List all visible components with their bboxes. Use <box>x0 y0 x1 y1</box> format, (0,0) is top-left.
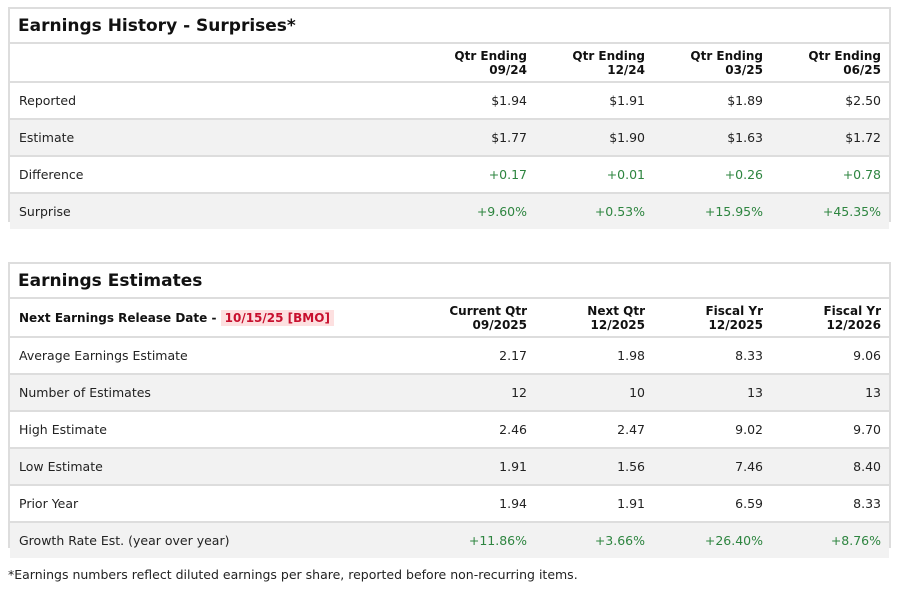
column-header-line: Fiscal Yr <box>705 303 763 318</box>
cell-value: 1.56 <box>535 448 653 486</box>
cell-value: $2.50 <box>771 82 889 120</box>
table-row: Reported $1.94 $1.91 $1.89 $2.50 <box>10 82 889 120</box>
cell-value: 10 <box>535 374 653 412</box>
cell-value: 2.47 <box>535 411 653 449</box>
column-header-line: 12/24 <box>607 62 645 77</box>
column-header: Fiscal Yr 12/2025 <box>653 299 771 338</box>
release-date-header: Next Earnings Release Date - 10/15/25 [B… <box>10 299 399 338</box>
column-header-line: 12/2025 <box>708 317 763 332</box>
column-header: Qtr Ending 03/25 <box>653 44 771 83</box>
row-label-header <box>10 44 399 83</box>
cell-value: +3.66% <box>535 522 653 558</box>
column-header: Fiscal Yr 12/2026 <box>771 299 889 338</box>
column-header: Qtr Ending 12/24 <box>535 44 653 83</box>
column-header-line: Next Qtr <box>587 303 645 318</box>
row-label: Average Earnings Estimate <box>10 337 399 375</box>
cell-value: $1.72 <box>771 119 889 157</box>
column-header-line: Qtr Ending <box>454 48 527 63</box>
cell-value: 2.17 <box>399 337 535 375</box>
column-header-line: 09/24 <box>489 62 527 77</box>
table-row: Growth Rate Est. (year over year) +11.86%… <box>10 522 889 558</box>
cell-value: +0.17 <box>399 156 535 194</box>
earnings-history-panel: Earnings History - Surprises* Qtr Ending… <box>8 7 891 229</box>
footnote: *Earnings numbers reflect diluted earnin… <box>8 567 578 582</box>
cell-value: +0.78 <box>771 156 889 194</box>
cell-value: 9.70 <box>771 411 889 449</box>
column-header-line: 09/2025 <box>472 317 527 332</box>
column-header-line: 06/25 <box>843 62 881 77</box>
earnings-history-table: Qtr Ending 09/24 Qtr Ending 12/24 Qtr Ending… <box>10 44 889 229</box>
cell-value: +11.86% <box>399 522 535 558</box>
cell-value: 2.46 <box>399 411 535 449</box>
release-date-label: Next Earnings Release Date - <box>19 310 217 325</box>
cell-value: 1.91 <box>399 448 535 486</box>
cell-value: +45.35% <box>771 193 889 229</box>
cell-value: +26.40% <box>653 522 771 558</box>
column-header: Next Qtr 12/2025 <box>535 299 653 338</box>
release-date-value: 10/15/25 [BMO] <box>220 309 334 326</box>
column-header: Current Qtr 09/2025 <box>399 299 535 338</box>
cell-value: $1.91 <box>535 82 653 120</box>
earnings-estimates-table: Next Earnings Release Date - 10/15/25 [B… <box>10 299 889 558</box>
cell-value: +15.95% <box>653 193 771 229</box>
cell-value: 12 <box>399 374 535 412</box>
cell-value: 1.98 <box>535 337 653 375</box>
cell-value: 6.59 <box>653 485 771 523</box>
cell-value: $1.90 <box>535 119 653 157</box>
cell-value: 9.02 <box>653 411 771 449</box>
row-label: Growth Rate Est. (year over year) <box>10 522 399 558</box>
cell-value: 7.46 <box>653 448 771 486</box>
cell-value: 8.33 <box>771 485 889 523</box>
row-label: Prior Year <box>10 485 399 523</box>
cell-value: $1.63 <box>653 119 771 157</box>
column-header-line: 03/25 <box>725 62 763 77</box>
earnings-estimates-title: Earnings Estimates <box>10 264 889 299</box>
cell-value: +0.26 <box>653 156 771 194</box>
column-header: Qtr Ending 09/24 <box>399 44 535 83</box>
column-header: Qtr Ending 06/25 <box>771 44 889 83</box>
column-header-line: 12/2026 <box>826 317 881 332</box>
cell-value: 13 <box>653 374 771 412</box>
row-label: Low Estimate <box>10 448 399 486</box>
column-header-line: Qtr Ending <box>572 48 645 63</box>
table-row: Estimate $1.77 $1.90 $1.63 $1.72 <box>10 119 889 157</box>
cell-value: +9.60% <box>399 193 535 229</box>
row-label: Difference <box>10 156 399 194</box>
column-header-line: Qtr Ending <box>808 48 881 63</box>
cell-value: 9.06 <box>771 337 889 375</box>
table-row: Low Estimate 1.91 1.56 7.46 8.40 <box>10 448 889 486</box>
cell-value: +0.01 <box>535 156 653 194</box>
cell-value: 1.94 <box>399 485 535 523</box>
cell-value: 13 <box>771 374 889 412</box>
table-row: Number of Estimates 12 10 13 13 <box>10 374 889 412</box>
row-label: Surprise <box>10 193 399 229</box>
earnings-history-title: Earnings History - Surprises* <box>10 9 889 44</box>
cell-value: $1.77 <box>399 119 535 157</box>
table-row: Average Earnings Estimate 2.17 1.98 8.33 9.0… <box>10 337 889 375</box>
cell-value: 1.91 <box>535 485 653 523</box>
cell-value: 8.33 <box>653 337 771 375</box>
column-header-line: Current Qtr <box>449 303 527 318</box>
row-label: High Estimate <box>10 411 399 449</box>
cell-value: $1.94 <box>399 82 535 120</box>
column-header-line: 12/2025 <box>590 317 645 332</box>
cell-value: $1.89 <box>653 82 771 120</box>
table-row: Difference +0.17 +0.01 +0.26 +0.78 <box>10 156 889 194</box>
table-row: High Estimate 2.46 2.47 9.02 9.70 <box>10 411 889 449</box>
table-row: Prior Year 1.94 1.91 6.59 8.33 <box>10 485 889 523</box>
table-row: Surprise +9.60% +0.53% +15.95% +45.35% <box>10 193 889 229</box>
column-header-line: Qtr Ending <box>690 48 763 63</box>
row-label: Reported <box>10 82 399 120</box>
cell-value: +0.53% <box>535 193 653 229</box>
earnings-estimates-panel: Earnings Estimates Next Earnings Release… <box>8 262 891 558</box>
cell-value: +8.76% <box>771 522 889 558</box>
row-label: Number of Estimates <box>10 374 399 412</box>
column-header-line: Fiscal Yr <box>823 303 881 318</box>
row-label: Estimate <box>10 119 399 157</box>
cell-value: 8.40 <box>771 448 889 486</box>
